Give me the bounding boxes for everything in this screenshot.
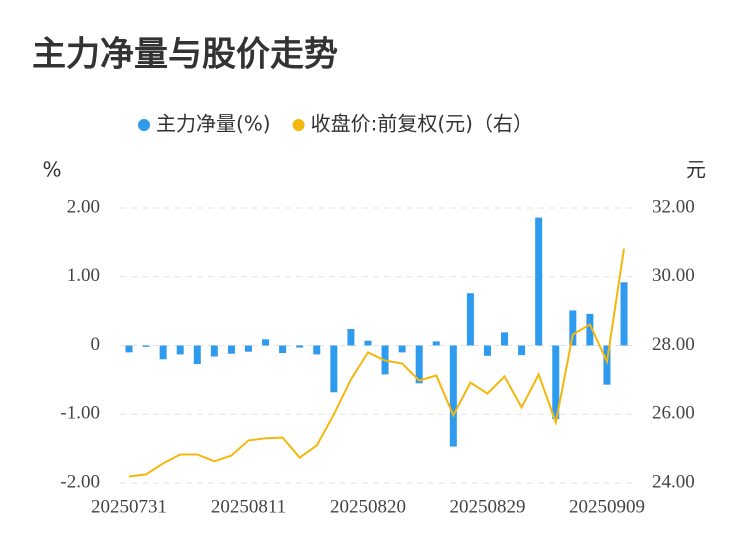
bar <box>142 345 150 347</box>
bar <box>518 345 526 356</box>
y-tick-label: -2.00 <box>60 471 100 492</box>
y2-tick-label: 32.00 <box>652 196 695 217</box>
y-axis-label: % <box>42 158 61 182</box>
price-line <box>128 248 625 478</box>
bar <box>330 345 338 393</box>
bar <box>415 345 423 384</box>
y-tick-label: -1.00 <box>60 403 100 424</box>
bar <box>364 340 372 346</box>
bar <box>449 345 457 447</box>
bar <box>244 345 252 352</box>
legend-label: 收盘价:前复权(元)（右） <box>311 112 533 136</box>
x-tick-label: 20250820 <box>330 496 406 517</box>
bar <box>552 345 560 420</box>
x-tick-label: 20250731 <box>91 496 167 517</box>
bar <box>466 293 474 346</box>
y2-tick-label: 30.00 <box>652 265 695 286</box>
bar <box>125 345 133 353</box>
y2-tick-label: 24.00 <box>652 471 695 492</box>
bar <box>620 282 628 346</box>
bar <box>262 339 270 346</box>
legend-label: 主力净量(%) <box>156 112 271 136</box>
bar <box>159 345 167 360</box>
bar <box>398 345 406 353</box>
bar <box>176 345 184 355</box>
x-tick-label: 20250909 <box>569 496 645 517</box>
bar <box>586 313 594 346</box>
y2-tick-label: 28.00 <box>652 334 695 355</box>
legend-swatch <box>292 119 305 131</box>
bar <box>296 345 304 348</box>
x-tick-label: 20250829 <box>449 496 525 517</box>
bar <box>227 345 235 354</box>
bar <box>483 345 491 356</box>
bar <box>347 329 355 346</box>
bar <box>535 217 543 346</box>
bar <box>569 310 577 346</box>
bar <box>279 345 287 354</box>
bar <box>501 332 509 346</box>
y2-axis-label: 元 <box>686 158 706 182</box>
bar <box>210 345 218 357</box>
y-tick-label: 2.00 <box>67 196 100 217</box>
bar <box>313 345 321 355</box>
bar <box>603 345 611 385</box>
bar <box>432 341 440 346</box>
x-tick-label: 20250811 <box>211 496 286 517</box>
y2-tick-label: 26.00 <box>652 403 695 424</box>
y-tick-label: 0 <box>91 334 101 355</box>
bar <box>193 345 201 365</box>
legend-swatch <box>138 119 150 131</box>
chart-title: 主力净量与股价走势 <box>32 35 338 75</box>
y-tick-label: 1.00 <box>67 265 100 286</box>
